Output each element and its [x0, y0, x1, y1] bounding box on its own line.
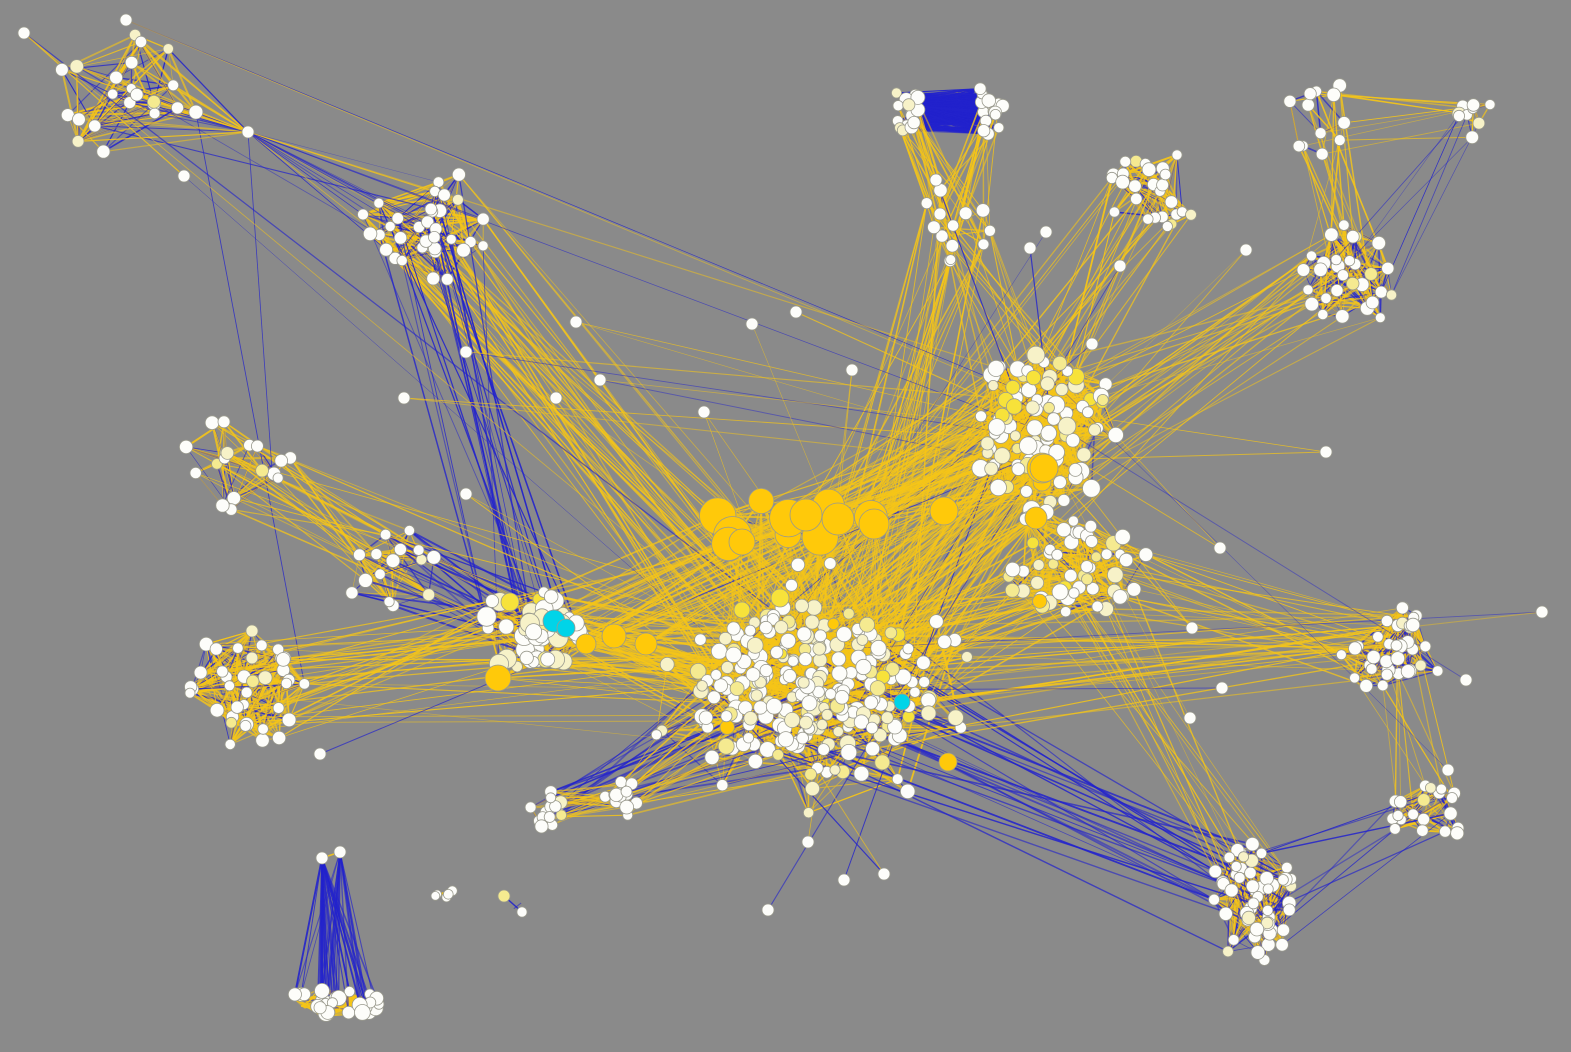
gold-edge: [246, 600, 493, 725]
gold-edge: [278, 657, 527, 739]
gold-edge: [205, 644, 218, 711]
gold-edge: [112, 41, 142, 95]
gold-edge: [1036, 565, 1088, 584]
gold-edge: [225, 452, 360, 556]
gold-edge: [1289, 101, 1300, 147]
blue-edge: [94, 112, 155, 127]
gold-edge: [812, 778, 898, 790]
gold-edge: [1225, 913, 1269, 946]
blue-edge: [195, 112, 305, 684]
gold-edge: [1307, 288, 1368, 310]
gold-edge: [227, 452, 393, 562]
blue-edge: [426, 221, 535, 663]
blue-edge: [378, 202, 581, 638]
gold-edge: [77, 34, 136, 142]
gold-edge: [225, 452, 386, 536]
gold-edge: [391, 560, 430, 596]
gold-edge: [229, 685, 280, 739]
gold-edge: [200, 631, 531, 674]
gold-edge: [140, 41, 174, 86]
gold-edge: [167, 48, 197, 113]
gold-edge: [470, 241, 808, 687]
gold-edge: [283, 628, 525, 660]
blue-edge: [431, 211, 565, 662]
blue-edge: [67, 41, 142, 116]
gold-edge: [231, 508, 386, 536]
gold-edge: [216, 630, 253, 650]
gold-edge: [362, 194, 445, 216]
blue-edge: [434, 248, 531, 624]
gold-edge: [245, 649, 280, 725]
gold-edge: [216, 683, 287, 711]
gold-edge: [206, 630, 253, 645]
blue-edge: [1397, 792, 1440, 816]
gold-edge: [280, 460, 394, 607]
blue-edge: [917, 88, 981, 99]
blue-edge: [408, 529, 540, 600]
blue-edge: [397, 218, 535, 632]
gold-edge: [261, 683, 306, 741]
gold-edge: [233, 473, 275, 499]
gold-edge: [1336, 242, 1379, 260]
gold-edge: [237, 634, 523, 649]
gold-edge: [389, 226, 735, 629]
gold-edge: [190, 676, 245, 688]
blue-edge: [1315, 91, 1322, 134]
gold-edge: [216, 463, 394, 562]
gold-edge: [200, 637, 543, 673]
gold-edge: [237, 600, 493, 649]
gold-edge: [232, 716, 280, 739]
blue-edge: [385, 534, 545, 593]
gold-edge: [362, 213, 484, 221]
blue-edge: [458, 174, 537, 649]
gold-edge: [278, 627, 489, 709]
gold-edge: [199, 630, 253, 674]
gold-edge: [200, 657, 532, 674]
gold-edge: [933, 226, 990, 232]
gold-edge: [237, 647, 282, 659]
gold-edge: [1032, 542, 1097, 558]
gold-edge: [264, 677, 290, 721]
gold-edge: [223, 421, 263, 472]
gold-edge: [76, 66, 79, 142]
blue-edge: [78, 93, 113, 120]
gold-edge: [77, 77, 117, 142]
blue-edge: [153, 103, 380, 236]
blue-edge: [61, 69, 130, 104]
blue-edge: [439, 210, 562, 625]
blue-edge: [513, 902, 522, 910]
gold-edge: [76, 41, 142, 67]
gold-edge: [283, 636, 543, 671]
blue-edge: [351, 591, 543, 618]
blue-edge: [77, 113, 155, 142]
gold-edge: [378, 190, 435, 204]
gold-edge: [237, 637, 543, 649]
gold-edge: [60, 69, 80, 142]
blue-edge: [1176, 154, 1183, 212]
gold-edge: [1022, 574, 1071, 592]
blue-edge: [362, 213, 435, 238]
gold-edge: [211, 422, 263, 471]
blue-edge: [94, 125, 440, 212]
gold-edge: [289, 457, 360, 556]
gold-edge: [278, 601, 501, 739]
blue-edge: [94, 103, 155, 127]
blue-edge: [378, 202, 387, 250]
gold-edge: [206, 626, 507, 645]
blue-edge: [1315, 90, 1345, 124]
blue-edge: [1378, 243, 1381, 318]
